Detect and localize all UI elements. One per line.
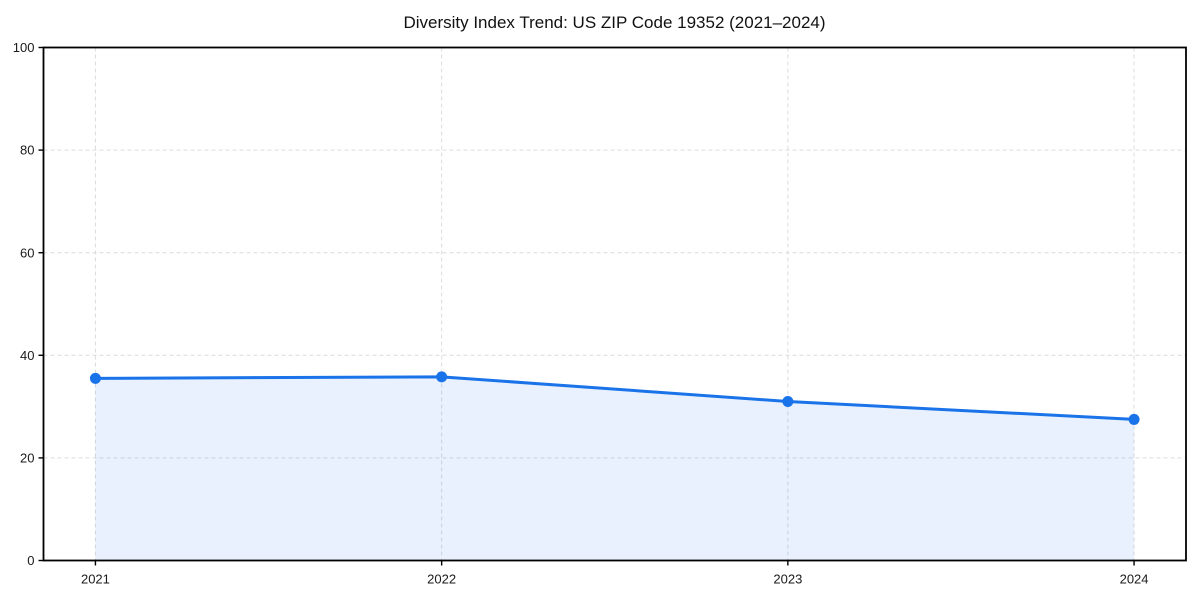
x-tick-label: 2022 [427, 572, 456, 587]
data-point-2021 [89, 372, 101, 384]
x-tick-label: 2024 [1120, 572, 1149, 587]
area-fill [95, 376, 1135, 561]
y-tick-label: 0 [27, 553, 34, 568]
data-point-2023 [782, 395, 794, 407]
chart-title: Diversity Index Trend: US ZIP Code 19352… [403, 13, 826, 32]
data-point-2024 [1128, 413, 1140, 425]
trend-line [93, 375, 1136, 421]
x-tick-label: 2023 [773, 572, 802, 587]
y-tick-label: 100 [13, 40, 35, 55]
axes-frame [42, 46, 1187, 562]
y-tick-label: 20 [20, 450, 34, 465]
y-tick-label: 80 [20, 143, 34, 158]
data-point-2022 [436, 371, 448, 383]
y-tick-label: 40 [20, 348, 34, 363]
y-tick-label: 60 [20, 245, 34, 260]
x-tick-label: 2021 [81, 572, 110, 587]
